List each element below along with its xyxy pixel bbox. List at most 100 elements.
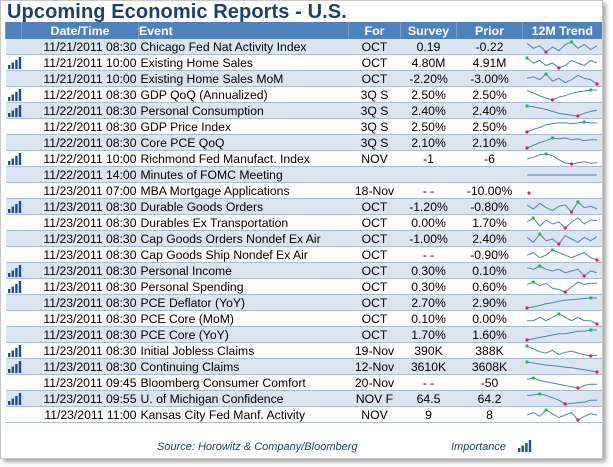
datetime-cell: 11/22/2011 14:00	[21, 166, 139, 183]
datetime-cell: 11/22/2011 08:30	[21, 118, 139, 135]
period-cell: OCT	[348, 70, 401, 87]
header-prior[interactable]: Prior	[456, 22, 523, 39]
sparkline-max-point	[524, 343, 529, 348]
event-cell: Chicago Fed Nat Activity Index	[138, 39, 349, 55]
table-row[interactable]: 11/23/2011 08:30 Initial Jobless Claims 19…	[5, 342, 602, 359]
table-row[interactable]: 11/23/2011 11:00 Kansas City Fed Manf. Ac…	[5, 406, 602, 423]
table-row[interactable]: 11/21/2011 10:00 Existing Home Sales OCT 4.…	[5, 54, 602, 71]
sparkline-max-point	[543, 71, 548, 76]
sparkline-chart	[526, 215, 597, 230]
sparkline-min-point	[524, 305, 529, 310]
sparkline-max-point	[588, 295, 592, 300]
importance-cell	[5, 246, 22, 263]
table-row[interactable]: 11/23/2011 08:30 Cap Goods Orders Nondef …	[5, 230, 602, 247]
importance-cell	[5, 342, 22, 359]
trend-sparkline	[522, 246, 602, 263]
datetime-cell: 11/23/2011 09:45	[21, 374, 139, 391]
event-cell: Kansas City Fed Manf. Activity	[138, 406, 349, 423]
sparkline-line	[526, 120, 597, 132]
sparkline-chart	[526, 87, 597, 102]
period-cell: 12-Nov	[348, 358, 401, 375]
trend-sparkline	[522, 390, 602, 407]
survey-cell: 4.80M	[400, 54, 457, 71]
sparkline-max-point	[588, 87, 592, 92]
header-trend[interactable]: 12M Trend	[522, 22, 602, 39]
period-cell: OCT	[348, 326, 401, 343]
prior-cell: 0.60%	[456, 278, 523, 295]
sparkline-min-point	[594, 81, 599, 86]
sparkline-min-point	[575, 417, 580, 422]
table-row[interactable]: 11/21/2011 08:30 Chicago Fed Nat Activity…	[5, 39, 602, 55]
period-cell: 18-Nov	[348, 182, 401, 199]
table-row[interactable]: 11/23/2011 08:30 PCE Core (YoY) OCT 1.70% 1.…	[5, 326, 602, 343]
datetime-cell: 11/22/2011 08:30	[21, 86, 139, 103]
sparkline-min-point	[556, 65, 560, 70]
sparkline-max-point	[524, 359, 529, 364]
prior-cell: 2.40%	[456, 102, 523, 119]
table-row[interactable]: 11/23/2011 08:30 Personal Spending OCT 0.30…	[5, 278, 602, 295]
table-row[interactable]: 11/22/2011 10:00 Richmond Fed Manufact. I…	[5, 150, 602, 167]
table-row[interactable]: 11/23/2011 09:45 Bloomberg Consumer Comfo…	[5, 374, 602, 391]
table-row[interactable]: 11/23/2011 08:30 Cap Goods Ship Nondef Ex…	[5, 246, 602, 263]
sparkline-line	[526, 105, 597, 117]
event-cell: Personal Consumption	[138, 102, 349, 119]
datetime-cell: 11/22/2011 10:00	[21, 150, 139, 167]
event-cell: Personal Spending	[138, 278, 349, 295]
sparkline-min-point	[524, 129, 529, 134]
table-row[interactable]: 11/23/2011 09:55 U. of Michigan Confidenc…	[5, 390, 602, 407]
trend-sparkline	[522, 86, 602, 103]
table-body: 11/21/2011 08:30 Chicago Fed Nat Activity…	[5, 39, 602, 423]
table-row[interactable]: 11/22/2011 08:30 GDP Price Index 3Q S 2.50%…	[5, 118, 602, 135]
table-row[interactable]: 11/23/2011 08:30 Durable Goods Orders OCT -…	[5, 198, 602, 215]
table-row[interactable]: 11/21/2011 10:00 Existing Home Sales MoM O…	[5, 70, 602, 87]
datetime-cell: 11/22/2011 08:30	[21, 134, 139, 151]
sparkline-max-point	[569, 39, 573, 44]
survey-cell: 2.50%	[400, 118, 457, 135]
report-panel: Upcoming Economic Reports - U.S. Date/Ti…	[0, 0, 603, 459]
prior-cell	[456, 166, 523, 183]
table-row[interactable]: 11/23/2011 07:00 MBA Mortgage Application…	[5, 182, 602, 199]
table-row[interactable]: 11/22/2011 14:00 Minutes of FOMC Meeting	[5, 166, 602, 183]
table-row[interactable]: 11/23/2011 08:30 Continuing Claims 12-Nov 3…	[5, 358, 602, 375]
table-row[interactable]: 11/22/2011 08:30 Personal Consumption 3Q S…	[5, 102, 602, 119]
datetime-cell: 11/21/2011 08:30	[21, 39, 139, 55]
period-cell: 19-Nov	[348, 342, 401, 359]
period-cell: NOV	[348, 406, 401, 423]
period-cell: NOV	[348, 150, 401, 167]
event-cell: Cap Goods Ship Nondef Ex Air	[138, 246, 349, 263]
importance-cell	[5, 310, 22, 327]
prior-cell: 2.90%	[456, 294, 523, 311]
trend-sparkline	[522, 326, 602, 343]
sparkline-chart	[526, 199, 597, 214]
survey-cell: 3610K	[400, 358, 457, 375]
header-for[interactable]: For	[348, 22, 401, 39]
header-event[interactable]: Event	[138, 22, 349, 39]
sparkline-min-point	[569, 209, 573, 214]
sparkline-chart	[526, 190, 531, 195]
prior-cell: 8	[456, 406, 523, 423]
header-datetime[interactable]: Date/Time	[21, 22, 139, 39]
prior-cell: -0.80%	[456, 198, 523, 215]
period-cell: 3Q S	[348, 134, 401, 151]
table-row[interactable]: 11/23/2011 08:30 PCE Deflator (YoY) OCT 2.7…	[5, 294, 602, 311]
table-row[interactable]: 11/22/2011 08:30 GDP QoQ (Annualized) 3Q S…	[5, 86, 602, 103]
importance-cell	[5, 278, 22, 295]
prior-cell: -10.00%	[456, 182, 523, 199]
table-row[interactable]: 11/22/2011 08:30 Core PCE QoQ 3Q S 2.10% 2.1…	[5, 134, 602, 151]
sparkline-chart	[526, 247, 599, 262]
table-row[interactable]: 11/23/2011 08:30 Durables Ex Transportati…	[5, 214, 602, 231]
event-cell: Existing Home Sales MoM	[138, 70, 349, 87]
period-cell: OCT	[348, 230, 401, 247]
sparkline-chart	[526, 174, 597, 175]
table-row[interactable]: 11/23/2011 08:30 Personal Income OCT 0.30% 0…	[5, 262, 602, 279]
datetime-cell: 11/23/2011 08:30	[21, 198, 139, 215]
prior-cell: -0.90%	[456, 246, 523, 263]
table-row[interactable]: 11/23/2011 08:30 PCE Core (MoM) OCT 0.10% 0.…	[5, 310, 602, 327]
trend-sparkline	[522, 54, 602, 71]
sparkline-max-point	[524, 55, 529, 60]
header-survey[interactable]: Survey	[400, 22, 457, 39]
importance-cell	[5, 39, 22, 55]
header-importance	[5, 22, 22, 39]
survey-cell: 0.00%	[400, 214, 457, 231]
sparkline-chart	[526, 279, 597, 294]
